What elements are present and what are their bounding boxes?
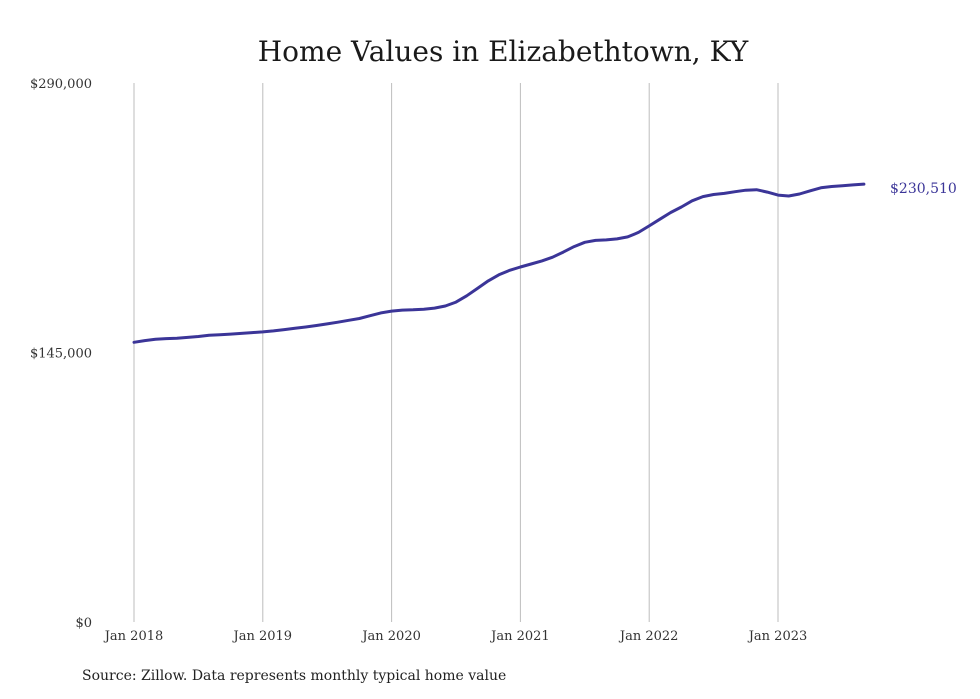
series-layer: [132, 182, 866, 344]
x-tick-label: Jan 2022: [618, 629, 679, 644]
grid-lines: [133, 83, 779, 622]
chart-title: Home Values in Elizabethtown, KY: [258, 35, 749, 68]
y-tick-label: $290,000: [30, 77, 92, 92]
end-value-label: $230,510: [890, 181, 957, 197]
source-note: Source: Zillow. Data represents monthly …: [82, 668, 507, 684]
x-tick-label: Jan 2020: [360, 629, 421, 644]
series-line-0: [132, 182, 866, 344]
y-tick-label: $145,000: [30, 347, 92, 362]
y-tick-label: $0: [75, 616, 92, 631]
x-tick-label: Jan 2021: [489, 629, 550, 644]
x-tick-label: Jan 2018: [103, 629, 164, 644]
y-axis-ticks: $290,000 $145,000 $0: [30, 77, 92, 631]
x-axis-ticks: Jan 2018 Jan 2019 Jan 2020 Jan 2021 Jan 2022…: [103, 629, 808, 644]
x-tick-label: Jan 2023: [747, 629, 808, 644]
x-tick-label: Jan 2019: [232, 629, 293, 644]
